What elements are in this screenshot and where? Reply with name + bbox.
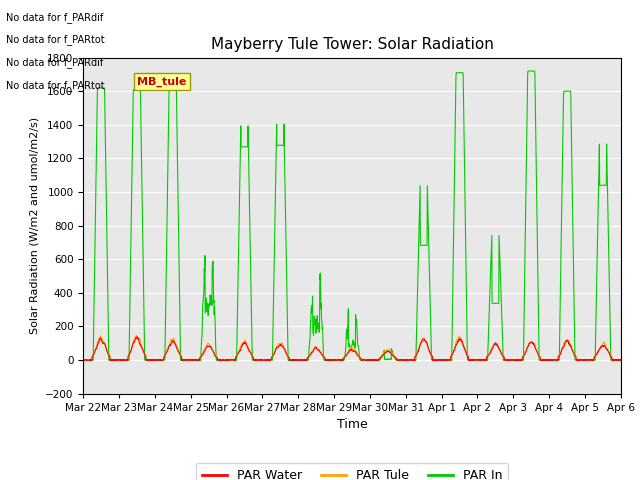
Title: Mayberry Tule Tower: Solar Radiation: Mayberry Tule Tower: Solar Radiation	[211, 37, 493, 52]
PAR Tule	[79, 357, 87, 363]
Text: MB_tule: MB_tule	[137, 76, 186, 87]
PAR Water	[509, 357, 516, 363]
Text: No data for f_PARdif: No data for f_PARdif	[6, 57, 104, 68]
PAR Tule	[230, 357, 237, 363]
PAR Water	[133, 334, 141, 340]
X-axis label: Time: Time	[337, 418, 367, 431]
PAR Water	[380, 352, 387, 358]
PAR Tule	[368, 357, 376, 363]
Y-axis label: Solar Radiation (W/m2 and umol/m2/s): Solar Radiation (W/m2 and umol/m2/s)	[29, 117, 40, 334]
PAR Water	[79, 358, 87, 363]
PAR Water	[570, 350, 577, 356]
Line: PAR Tule: PAR Tule	[83, 336, 621, 360]
PAR Tule	[509, 357, 516, 363]
PAR Tule	[585, 357, 593, 362]
Line: PAR In: PAR In	[83, 71, 621, 360]
PAR Water	[189, 358, 197, 363]
Text: No data for f_PARdif: No data for f_PARdif	[6, 12, 104, 23]
PAR Tule	[438, 358, 446, 363]
PAR In	[585, 358, 593, 363]
PAR In	[79, 357, 87, 362]
PAR In	[368, 358, 376, 363]
Text: No data for f_PARtot: No data for f_PARtot	[6, 80, 105, 91]
Legend: PAR Water, PAR Tule, PAR In: PAR Water, PAR Tule, PAR In	[196, 463, 508, 480]
PAR Water	[230, 357, 237, 362]
PAR In	[380, 352, 387, 358]
PAR Water	[368, 357, 376, 362]
PAR Water	[617, 357, 625, 362]
Line: PAR Water: PAR Water	[83, 337, 621, 360]
PAR Tule	[380, 351, 387, 357]
PAR Water	[585, 357, 593, 363]
PAR In	[508, 357, 516, 363]
PAR Tule	[132, 333, 140, 338]
PAR In	[229, 357, 237, 363]
Text: No data for f_PARtot: No data for f_PARtot	[6, 35, 105, 46]
PAR In	[570, 279, 577, 285]
PAR In	[367, 357, 375, 362]
PAR Tule	[617, 358, 625, 363]
PAR In	[524, 68, 532, 74]
PAR Tule	[570, 350, 577, 356]
PAR In	[617, 358, 625, 363]
